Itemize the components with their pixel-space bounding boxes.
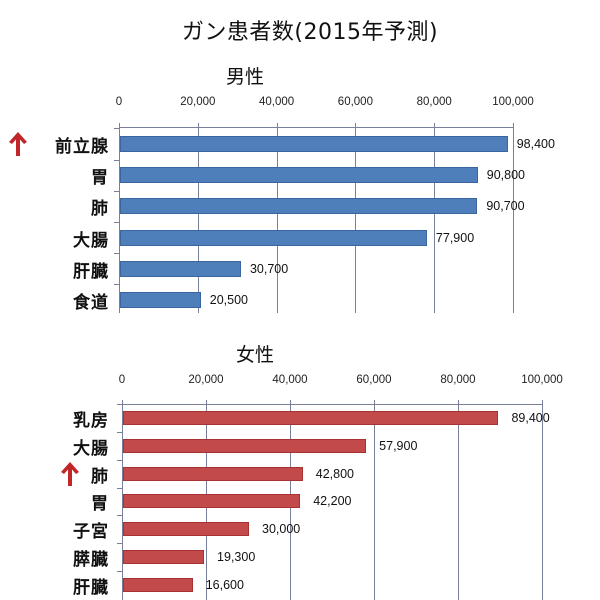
bar-膵臓 bbox=[123, 550, 205, 564]
gridline bbox=[513, 123, 514, 313]
category-label: 胃 bbox=[91, 168, 109, 189]
x-tick-label: 60,000 bbox=[356, 374, 392, 386]
gridline bbox=[276, 123, 278, 313]
bar-肺 bbox=[123, 466, 303, 481]
data-label: 30,000 bbox=[262, 522, 301, 537]
bar-肝臓 bbox=[120, 260, 241, 277]
y-tick bbox=[117, 431, 122, 433]
data-label: 89,400 bbox=[511, 411, 550, 425]
category-label: 子宮 bbox=[73, 522, 109, 543]
bar-食道 bbox=[120, 292, 201, 308]
bar-肺 bbox=[120, 198, 478, 215]
x-tick-label: 100,000 bbox=[492, 96, 534, 108]
gridline bbox=[434, 123, 436, 313]
category-label: 肺 bbox=[91, 466, 109, 487]
bar-前立腺 bbox=[120, 136, 508, 152]
y-tick bbox=[117, 515, 122, 517]
top-axis-line bbox=[122, 404, 542, 405]
y-tick bbox=[114, 253, 119, 255]
category-label: 肺 bbox=[91, 199, 109, 220]
data-label: 42,800 bbox=[315, 466, 354, 481]
category-label: 大腸 bbox=[73, 230, 109, 251]
y-tick bbox=[114, 284, 119, 286]
data-label: 30,700 bbox=[249, 261, 289, 276]
data-label: 57,900 bbox=[379, 438, 418, 453]
gridline bbox=[374, 400, 375, 600]
category-label: 前立腺 bbox=[55, 137, 109, 157]
x-tick-label: 0 bbox=[115, 96, 123, 108]
y-tick bbox=[117, 543, 122, 545]
data-label: 77,900 bbox=[435, 230, 475, 245]
x-tick-label: 20,000 bbox=[180, 96, 216, 108]
x-tick-label: 0 bbox=[118, 374, 126, 386]
x-tick-label: 80,000 bbox=[416, 96, 452, 108]
gridline bbox=[355, 123, 357, 313]
y-tick bbox=[117, 404, 122, 406]
x-tick-label: 20,000 bbox=[188, 374, 224, 386]
gridline bbox=[197, 123, 199, 313]
chart-title: ガン患者数(2015年予測) bbox=[181, 20, 439, 45]
data-label: 42,200 bbox=[313, 494, 352, 509]
x-tick-label: 60,000 bbox=[337, 96, 373, 108]
bar-子宮 bbox=[123, 522, 249, 537]
y-tick bbox=[117, 487, 122, 489]
bar-胃 bbox=[120, 167, 478, 184]
data-label: 19,300 bbox=[217, 550, 256, 564]
female-subtitle: 女性 bbox=[236, 344, 275, 366]
category-label: 乳房 bbox=[73, 411, 109, 431]
x-tick-label: 80,000 bbox=[440, 374, 476, 386]
bar-大腸 bbox=[123, 438, 367, 453]
y-tick bbox=[114, 159, 119, 161]
gridline bbox=[542, 400, 543, 600]
y-axis-line bbox=[119, 123, 120, 313]
data-label: 90,700 bbox=[486, 199, 525, 214]
bar-大腸 bbox=[120, 229, 427, 246]
gridline bbox=[458, 400, 459, 600]
y-tick bbox=[114, 128, 119, 130]
male-subtitle: 男性 bbox=[226, 66, 265, 88]
bar-乳房 bbox=[123, 411, 499, 425]
up-arrow-icon bbox=[60, 461, 80, 487]
y-tick bbox=[114, 190, 119, 192]
top-axis-line bbox=[119, 127, 513, 128]
data-label: 20,500 bbox=[209, 293, 248, 307]
y-tick bbox=[117, 459, 122, 461]
x-tick-label: 40,000 bbox=[259, 96, 295, 108]
category-label: 胃 bbox=[91, 494, 109, 515]
category-label: 膵臓 bbox=[73, 550, 109, 570]
x-tick-label: 100,000 bbox=[521, 374, 563, 386]
y-tick bbox=[114, 222, 119, 223]
data-label: 90,800 bbox=[486, 168, 525, 183]
category-label: 肝臓 bbox=[73, 577, 109, 598]
data-label: 16,600 bbox=[205, 577, 244, 592]
bar-胃 bbox=[123, 494, 301, 509]
up-arrow-icon bbox=[8, 131, 28, 157]
bar-肝臓 bbox=[123, 577, 193, 592]
y-axis-line bbox=[122, 400, 123, 600]
category-label: 大腸 bbox=[73, 438, 109, 459]
y-tick bbox=[117, 570, 122, 572]
category-label: 食道 bbox=[73, 293, 109, 313]
data-label: 98,400 bbox=[516, 137, 555, 151]
x-tick-label: 40,000 bbox=[272, 374, 308, 386]
category-label: 肝臓 bbox=[73, 261, 109, 282]
